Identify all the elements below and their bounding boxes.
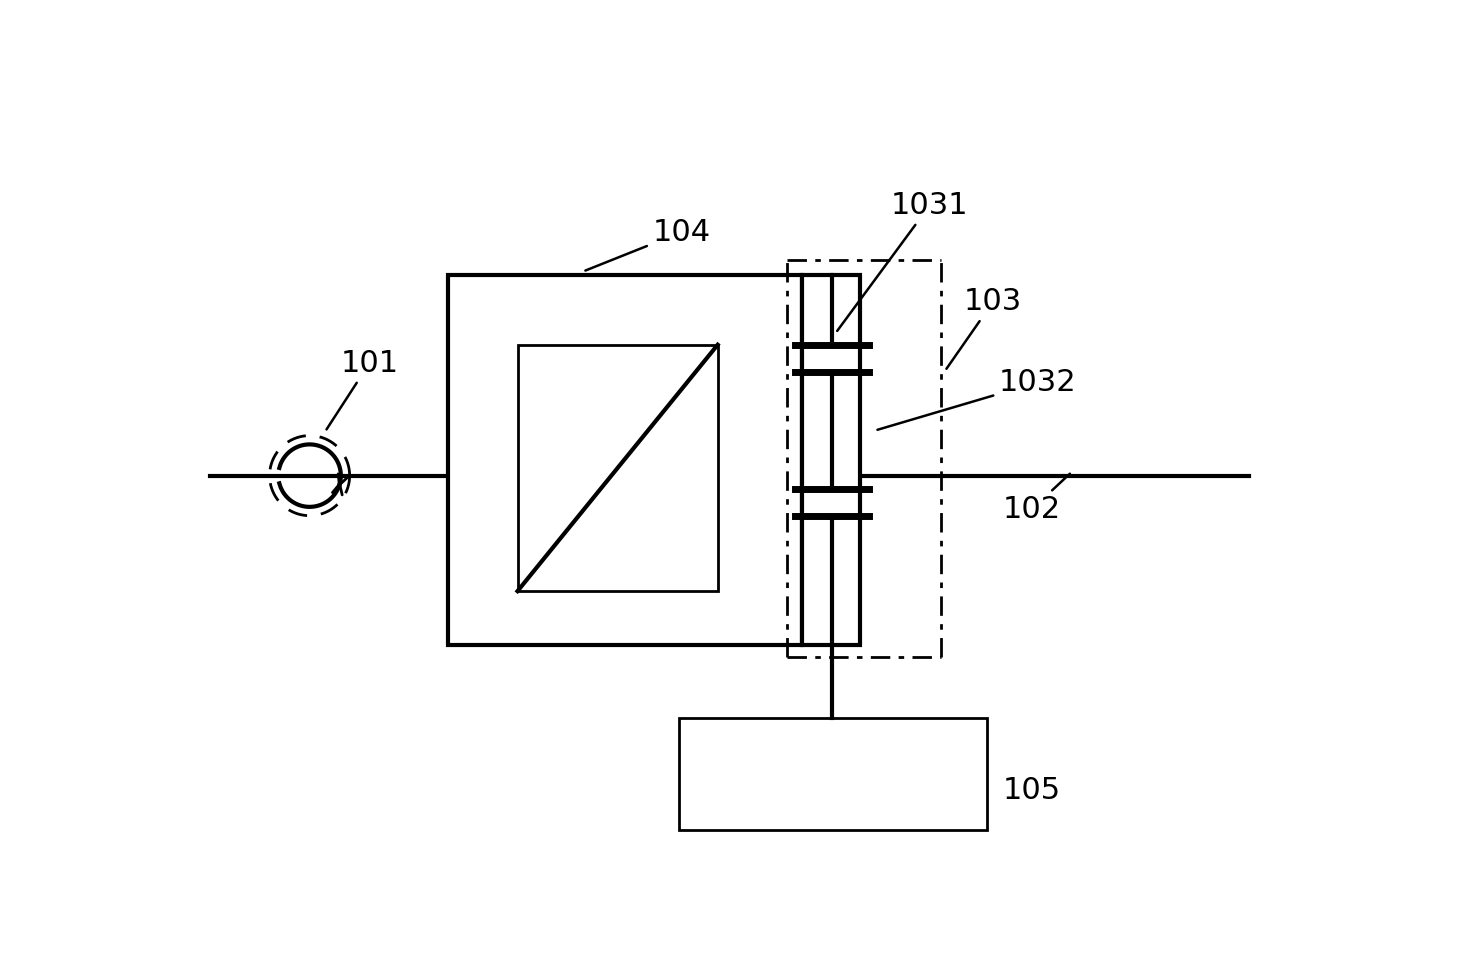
Bar (680, 718, 987, 830)
Text: 103: 103 (946, 287, 1022, 368)
Text: 105: 105 (1003, 777, 1061, 806)
Bar (449, 276, 803, 645)
Bar (803, 276, 860, 645)
Text: 104: 104 (585, 218, 711, 271)
Text: 101: 101 (326, 349, 399, 429)
Text: 1031: 1031 (838, 190, 969, 331)
Text: 1032: 1032 (877, 367, 1076, 429)
Text: 102: 102 (1003, 474, 1070, 524)
Bar (518, 344, 718, 591)
